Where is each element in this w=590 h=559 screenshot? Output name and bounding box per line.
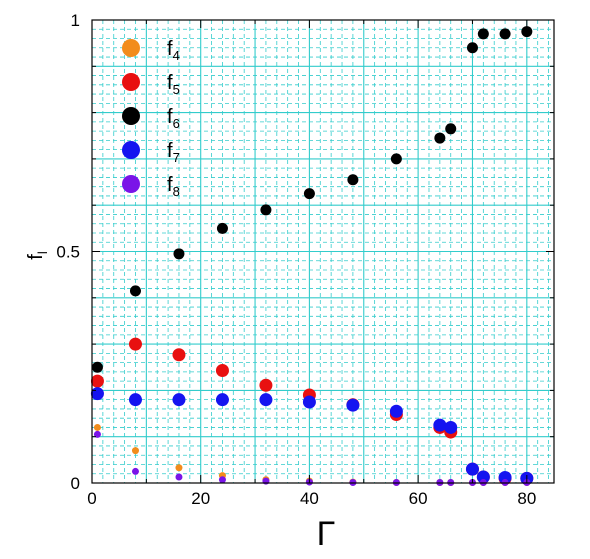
data-point [498, 470, 512, 484]
data-point [465, 462, 479, 476]
legend-label-base: f [167, 174, 173, 196]
legend-label-subscript: 8 [173, 184, 180, 199]
data-point [93, 430, 101, 438]
data-point [259, 393, 273, 407]
data-point [444, 420, 458, 434]
data-point [218, 476, 226, 484]
data-point [499, 28, 511, 40]
legend-marker [122, 39, 140, 57]
data-point [302, 395, 316, 409]
data-point [128, 337, 142, 351]
data-point [172, 348, 186, 362]
legend-marker [122, 73, 140, 91]
data-point [390, 153, 402, 165]
data-point [389, 404, 403, 418]
y-tick-label: 0 [71, 474, 80, 493]
legend-label: f6 [167, 106, 180, 131]
legend-marker [122, 107, 140, 125]
data-point [128, 393, 142, 407]
legend-label: f7 [167, 140, 180, 165]
data-point [215, 393, 229, 407]
legend-label-base: f [167, 106, 173, 128]
data-point [172, 393, 186, 407]
data-point [91, 361, 103, 373]
legend-marker [122, 175, 140, 193]
data-point [173, 248, 185, 260]
legend-label-base: f [167, 140, 173, 162]
x-tick-label: 20 [191, 489, 210, 508]
legend-label-base: f [167, 72, 173, 94]
data-point [175, 464, 183, 472]
data-point [433, 418, 447, 432]
x-tick-label: 80 [517, 489, 536, 508]
data-point [90, 374, 104, 388]
data-point [434, 132, 446, 144]
data-point [175, 473, 183, 481]
data-point [215, 363, 229, 377]
series-f7 [90, 387, 534, 485]
legend-label-base: f [167, 38, 173, 60]
data-point [129, 285, 141, 297]
data-point [303, 188, 315, 200]
legend-label: f5 [167, 72, 180, 97]
tick-labels: 0 20 40 60 80 0 0.5 1 [56, 11, 536, 508]
data-point [131, 447, 139, 455]
x-tick-label: 60 [409, 489, 428, 508]
plot-area [90, 19, 555, 487]
data-point [260, 204, 272, 216]
legend-label-subscript: 5 [173, 82, 180, 97]
data-point [477, 28, 489, 40]
axis-ticks [91, 19, 554, 484]
major-grid [92, 20, 554, 483]
data-point [347, 174, 359, 186]
data-point [90, 387, 104, 401]
x-tick-label: 0 [87, 489, 96, 508]
data-point [476, 470, 490, 484]
legend-label-subscript: 4 [173, 48, 180, 63]
data-point [445, 123, 457, 135]
legend-label: f8 [167, 174, 180, 199]
data-point [346, 398, 360, 412]
x-axis-label: Γ [317, 515, 336, 553]
data-point [131, 467, 139, 475]
y-tick-label: 0.5 [56, 243, 80, 262]
x-tick-label: 40 [300, 489, 319, 508]
data-point [259, 378, 273, 392]
y-tick-label: 1 [71, 11, 80, 30]
y-axis-label-base: f [25, 254, 47, 260]
data-point [216, 222, 228, 234]
legend-marker [122, 141, 140, 159]
legend-label-subscript: 7 [173, 150, 180, 165]
y-axis-label-subscript: l [35, 251, 50, 254]
legend-label: f4 [167, 38, 180, 63]
data-point [93, 423, 101, 431]
series-f8 [93, 430, 531, 487]
y-axis-label: fl [25, 251, 50, 260]
data-point [521, 26, 533, 38]
series-f6 [91, 26, 533, 373]
data-point [466, 42, 478, 54]
legend-label-subscript: 6 [173, 116, 180, 131]
